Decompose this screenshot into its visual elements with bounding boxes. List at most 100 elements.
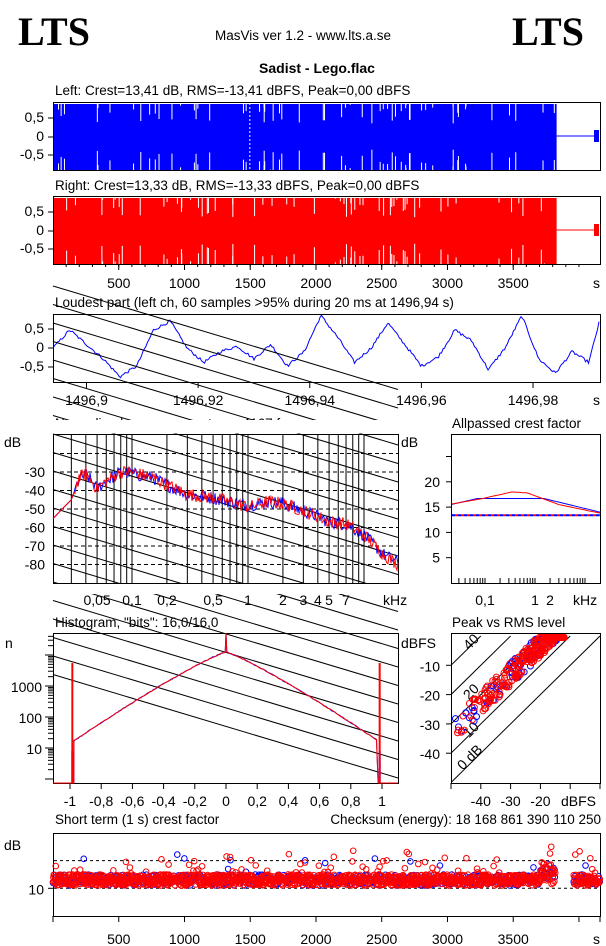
peak-rms-point-right [530, 638, 538, 646]
crest-point-left [181, 855, 188, 862]
left-ytick-label: 0,5 [25, 109, 45, 125]
crest-point-right [226, 853, 234, 861]
peak-rms-point-right [552, 634, 560, 641]
peak-rms-point-right [470, 704, 478, 712]
histogram-ytick-label: 1000 [11, 679, 42, 695]
peak-rms-ylabel: dBFS [401, 635, 436, 651]
crest-point-right [490, 862, 497, 870]
right-waveform-title: Right: Crest=13,33 dB, RMS=-13,33 dBFS, … [55, 178, 419, 193]
spectrum-slope-line [52, 618, 399, 723]
peak-rms-point-right [470, 695, 478, 703]
crest-ytick-label: 10 [28, 881, 44, 897]
crest-point-right [596, 879, 603, 886]
allpassed-frame [451, 434, 601, 584]
spectrum-xtick-label: 0,05 [83, 592, 110, 608]
crest-point-right [315, 862, 323, 869]
time-xtick-label: 2000 [300, 275, 331, 291]
peak-rms-point-right [541, 646, 549, 654]
histogram-xtick-label: 1 [378, 793, 386, 809]
allpassed-ytick-label: 5 [432, 550, 440, 566]
crest-point-right [495, 869, 503, 876]
loudest-waveform-line [52, 314, 600, 379]
spectrum-xtick-label: 4 [314, 592, 322, 608]
crest-point-left [321, 859, 329, 867]
allpassed-ylabel: dB [401, 434, 418, 450]
track-title: Sadist - Lego.flac [259, 60, 375, 76]
histogram-ytick-label: 100 [19, 710, 43, 726]
crest-point-right [76, 866, 84, 874]
peak-rms-xtick-label: -40 [471, 793, 491, 809]
loudest-frame [53, 314, 601, 383]
histogram-title: Histogram, "bits": 16,0/16,0 [55, 615, 218, 630]
crest-point-right [461, 872, 469, 879]
allpassed-xtick-label: 2 [546, 592, 554, 608]
crest-point-right [96, 881, 103, 889]
crest-xunit: s [593, 931, 600, 946]
crest-point-left [407, 858, 414, 865]
histogram-xtick-label: -0,6 [120, 793, 144, 809]
peak-rms-point-right [535, 634, 543, 641]
crest-point-right [546, 850, 554, 857]
crest-point-right [551, 877, 558, 885]
peak-rms-point-right [516, 661, 524, 669]
spectrum-slope-line [52, 359, 399, 464]
allpassed-line-left [451, 498, 601, 513]
peak-rms-point-left [452, 715, 459, 723]
peak-rms-diagonal [452, 635, 600, 783]
peak-rms-point-right [486, 696, 494, 704]
peak-rms-point-right [482, 683, 490, 691]
peak-rms-point-right [518, 668, 526, 676]
peak-rms-point-right [492, 691, 500, 699]
peak-rms-point-right [538, 646, 546, 654]
left-waveform-end [594, 130, 599, 142]
left-waveform-title: Left: Crest=13,41 dB, RMS=-13,41 dBFS, P… [55, 83, 410, 98]
crest-point-right [221, 882, 229, 889]
crest-xtick-label: 2000 [300, 931, 331, 946]
loudest-xtick-label: 1496,92 [173, 392, 224, 408]
peak-rms-point-right [508, 677, 516, 685]
peak-rms-point-right [465, 699, 473, 707]
crest-point-right [247, 856, 255, 864]
spectrum-xtick-label: 0,1 [122, 592, 142, 608]
spectrum-ytick-label: -30 [25, 464, 45, 480]
histogram-frame [53, 633, 399, 784]
spectrum-slope-line [52, 507, 399, 612]
peak-rms-xlabel: dBFS [561, 793, 596, 809]
peak-rms-point-right [498, 679, 506, 687]
right-waveform-end [594, 224, 599, 236]
time-xtick-label: 1000 [169, 275, 200, 291]
histogram-xtick-label: -0,4 [152, 793, 176, 809]
crest-xtick-label: 1000 [169, 931, 200, 946]
crest-point-right [126, 864, 134, 871]
crest-point-left [80, 855, 88, 863]
crest-xtick-label: 2500 [366, 931, 397, 946]
histogram-xtick-label: 0,6 [310, 793, 330, 809]
crest-point-right [158, 856, 165, 863]
peak-rms-point-right [527, 647, 535, 655]
left-ytick-label: 0 [36, 128, 44, 144]
crest-point-right [92, 878, 99, 886]
peak-rms-point-right [459, 712, 467, 720]
crest-point-right [379, 857, 387, 865]
allpassed-ytick-label: 15 [424, 499, 440, 515]
crest-point-right [454, 867, 462, 875]
peak-rms-point-right [530, 657, 538, 665]
crest-point-right [441, 854, 449, 862]
crest-point-right [327, 864, 335, 871]
spectrum-xtick-label: 0,5 [203, 592, 223, 608]
peak-rms-point-left [470, 717, 478, 725]
crest-point-left [301, 857, 309, 864]
peak-rms-point-right [531, 646, 539, 654]
loudest-ytick-label: 0 [36, 339, 44, 355]
crest-point-right [576, 847, 583, 855]
crest-point-right [414, 860, 422, 868]
peak-rms-point-right [468, 716, 476, 724]
peak-rms-point-right [528, 644, 536, 652]
spectrum-xtick-label: 0,2 [157, 592, 177, 608]
crest-point-right [301, 859, 309, 866]
crest-point-right [383, 857, 391, 864]
peak-rms-point-right [493, 675, 501, 683]
crest-xtick-label: 3500 [498, 931, 529, 946]
right-ytick-label: 0,5 [25, 203, 45, 219]
waveform-xunit: s [593, 275, 600, 291]
